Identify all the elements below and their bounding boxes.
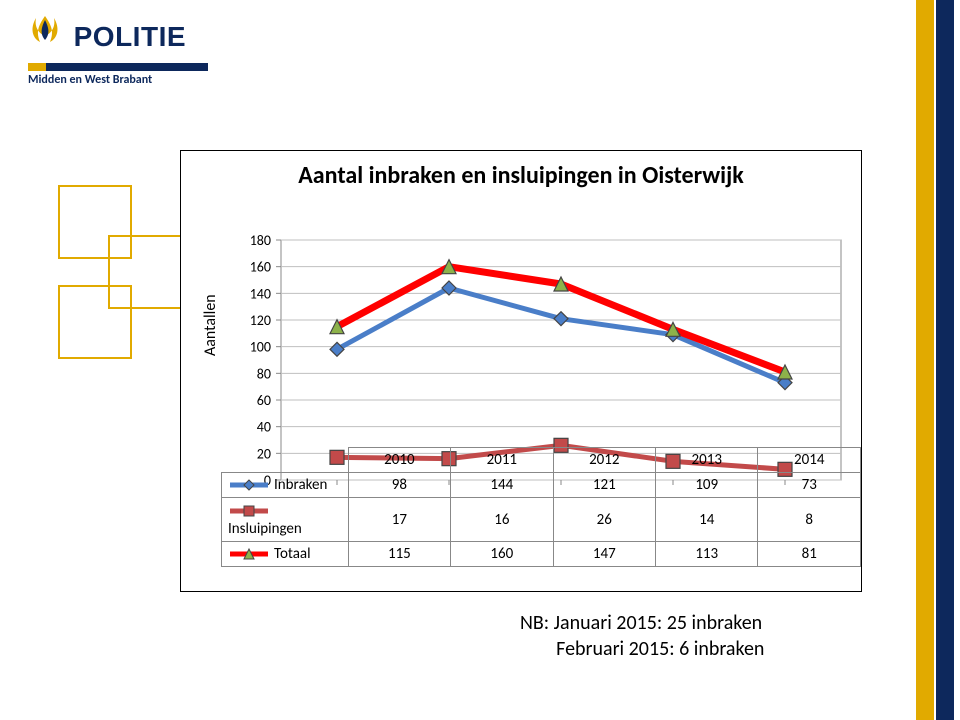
data-cell: 17 bbox=[348, 498, 450, 541]
legend-insluipingen: Insluipingen bbox=[222, 498, 349, 541]
data-cell: 109 bbox=[656, 473, 758, 498]
category-header: 2010 bbox=[348, 448, 450, 473]
logo: POLITIE Midden en West Brabant bbox=[28, 14, 208, 87]
data-cell: 115 bbox=[348, 541, 450, 566]
logo-subtitle: Midden en West Brabant bbox=[28, 73, 208, 87]
logo-flame-icon bbox=[28, 14, 62, 59]
page-stripe-navy bbox=[936, 0, 954, 720]
chart-plot: 020406080100120140160180 bbox=[181, 190, 861, 486]
legend-totaal: Totaal bbox=[222, 541, 349, 566]
chart-data-table: 20102011201220132014 Inbraken98144121109… bbox=[221, 447, 861, 567]
svg-text:40: 40 bbox=[257, 419, 271, 436]
svg-text:140: 140 bbox=[250, 285, 271, 302]
svg-text:100: 100 bbox=[250, 339, 271, 356]
y-axis-label: Aantallen bbox=[201, 294, 220, 356]
data-cell: 8 bbox=[758, 498, 861, 541]
svg-text:160: 160 bbox=[250, 259, 271, 276]
page-stripe-gold bbox=[916, 0, 934, 720]
data-cell: 147 bbox=[553, 541, 655, 566]
footnote-prefix: NB: bbox=[520, 611, 549, 635]
category-header: 2013 bbox=[656, 448, 758, 473]
legend-inbraken: Inbraken bbox=[222, 473, 349, 498]
logo-word: POLITIE bbox=[74, 21, 186, 53]
data-cell: 14 bbox=[656, 498, 758, 541]
svg-text:180: 180 bbox=[250, 232, 271, 249]
footnote: NB: Januari 2015: 25 inbraken Februari 2… bbox=[520, 610, 764, 662]
data-cell: 121 bbox=[553, 473, 655, 498]
data-cell: 98 bbox=[348, 473, 450, 498]
svg-text:120: 120 bbox=[250, 312, 271, 329]
category-header: 2011 bbox=[451, 448, 553, 473]
category-header: 2014 bbox=[758, 448, 861, 473]
decorative-square bbox=[58, 285, 132, 359]
data-cell: 144 bbox=[451, 473, 553, 498]
chart-frame: Aantal inbraken en insluipingen in Oiste… bbox=[180, 150, 862, 592]
data-cell: 81 bbox=[758, 541, 861, 566]
footnote-line1: Januari 2015: 25 inbraken bbox=[554, 611, 763, 635]
footnote-line2: Februari 2015: 6 inbraken bbox=[556, 637, 764, 661]
data-cell: 26 bbox=[553, 498, 655, 541]
data-cell: 16 bbox=[451, 498, 553, 541]
svg-text:60: 60 bbox=[257, 392, 271, 409]
data-cell: 73 bbox=[758, 473, 861, 498]
category-header: 2012 bbox=[553, 448, 655, 473]
chart-title: Aantal inbraken en insluipingen in Oiste… bbox=[181, 161, 861, 190]
logo-stripe bbox=[28, 63, 208, 71]
data-cell: 113 bbox=[656, 541, 758, 566]
data-cell: 160 bbox=[451, 541, 553, 566]
svg-text:80: 80 bbox=[257, 365, 271, 382]
